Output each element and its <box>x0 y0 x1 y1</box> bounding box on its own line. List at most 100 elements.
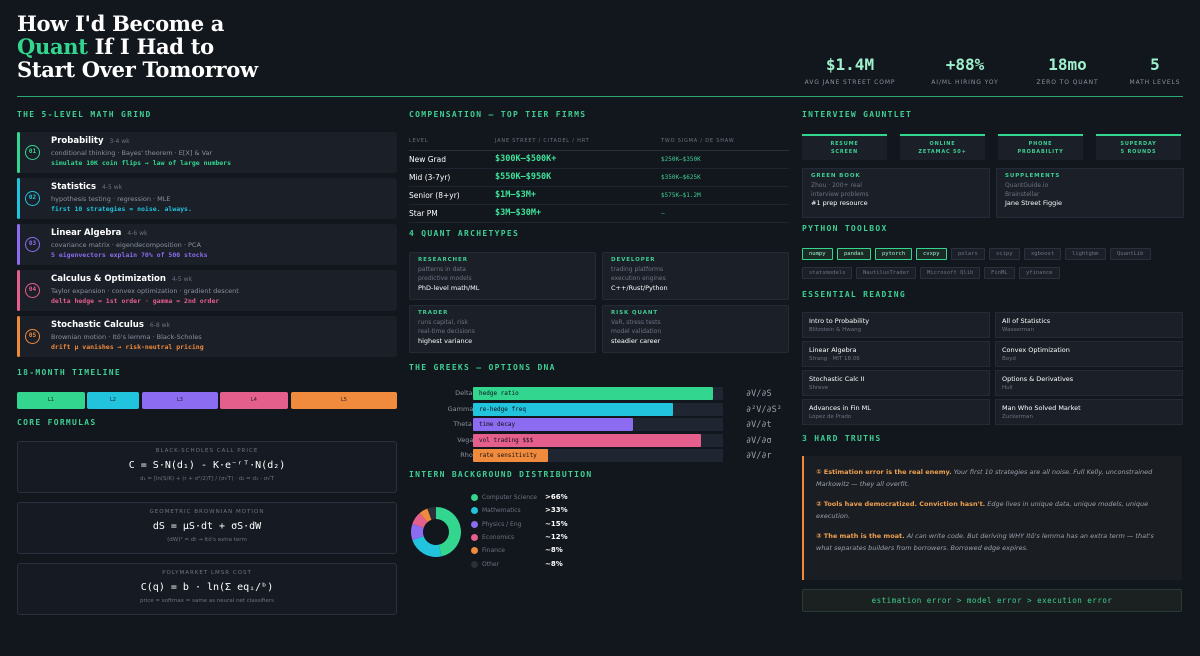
level-name-text: Linear Algebra <box>51 228 122 238</box>
header-divider <box>17 96 1183 97</box>
formula-caption: POLYMARKET LMSR COST <box>162 570 252 576</box>
level-insight: simulate 10K coin flips → law of large n… <box>51 159 232 167</box>
truth-2: ② Tools have democratized. Conviction ha… <box>816 500 1149 520</box>
hard-truths: ① Estimation error is the real enemy. Yo… <box>802 456 1182 580</box>
legend-item: Physics / Eng ~15% <box>471 518 571 531</box>
level-name: Linear Algebra 4-6 wk <box>51 228 147 238</box>
stats-bar: $1.4M AVG JANE STREET COMP +88% AI/ML HIRI… <box>800 55 1190 86</box>
level-accent <box>17 224 20 265</box>
archetypes-title: 4 QUANT ARCHETYPES <box>409 229 520 238</box>
formula-equation: C = S·N(d₁) - K·e⁻ʳᵀ·N(d₂) <box>128 460 286 471</box>
archetype-key: highest variance <box>418 337 473 345</box>
archetype-desc: patterns in data predictive models <box>418 266 472 282</box>
col-tier2: TWO SIGMA / DE SHAW <box>661 132 789 151</box>
level-card: 02 Statistics 4-5 wk hypothesis testing · r… <box>17 178 397 219</box>
timeline-segment: L4 <box>220 392 288 409</box>
level-card: 04 Calculus & Optimization 4-5 wk Taylor ex… <box>17 270 397 311</box>
legend-item: Economics ~12% <box>471 531 571 544</box>
tool-chip-polars: polars <box>951 248 985 260</box>
greek-track: vol trading $$$ <box>473 433 723 447</box>
donut-slice-5 <box>427 507 436 520</box>
truths-title: 3 HARD TRUTHS <box>802 434 882 443</box>
interview-step: RESUME SCREEN <box>802 134 887 160</box>
comp-tier2: $575K–$1.2M <box>661 186 789 205</box>
comp-tier2: $250K–$350K <box>661 150 789 169</box>
legend-label: Physics / Eng <box>482 520 522 528</box>
title-highlight: Quant <box>17 34 88 59</box>
level-accent <box>17 132 20 173</box>
error-hierarchy: estimation error > model error > executi… <box>802 589 1182 612</box>
truth-1: ① Estimation error is the real enemy. Yo… <box>816 468 1153 488</box>
formula-card: POLYMARKET LMSR COST C(q) = b · ln(Σ eqᵢ/… <box>17 563 397 615</box>
book-author: Zuckerman <box>1002 414 1034 420</box>
comp-tier1: $550K–$950K <box>495 168 661 187</box>
legend-value: ~15% <box>545 519 568 528</box>
formula-card: BLACK-SCHOLES CALL PRICE C = S·N(d₁) - K·… <box>17 441 397 493</box>
intern-chart-title: INTERN BACKGROUND DISTRIBUTION <box>409 470 593 479</box>
archetype-desc: VaR, stress tests model validation <box>611 319 662 335</box>
comp-level: Mid (3-7yr) <box>409 168 495 187</box>
prep-head: SUPPLEMENTS <box>1005 173 1061 179</box>
legend-label: Economics <box>482 533 515 541</box>
timeline-segment: L2 <box>87 392 139 409</box>
tool-chip-numpy: numpy <box>802 248 833 260</box>
level-number: 01 <box>25 145 40 160</box>
greek-name: Delta Δ <box>455 389 479 397</box>
level-number: 04 <box>25 283 40 298</box>
formula-card: GEOMETRIC BROWNIAN MOTION dS = μS·dt + σS… <box>17 502 397 554</box>
book-title: Man Who Solved Market <box>1002 404 1081 412</box>
legend-swatch <box>471 547 478 555</box>
formula-caption: BLACK-SCHOLES CALL PRICE <box>155 448 259 454</box>
level-insight: first 10 strategies = noise. always. <box>51 205 192 213</box>
level-name-text: Stochastic Calculus <box>51 320 144 330</box>
greek-name: Rho ρ <box>460 451 479 459</box>
greek-bar: hedge ratio <box>473 387 713 400</box>
donut-slice-0 <box>436 507 461 557</box>
prep-head: GREEN BOOK <box>811 173 861 179</box>
comp-row: Mid (3-7yr) $550K–$950K $350K–$625K <box>409 168 789 187</box>
tool-chip-xgboost: xgboost <box>1024 248 1062 260</box>
donut-slice-3 <box>412 513 428 528</box>
timeline-title: 18-MONTH TIMELINE <box>17 368 121 377</box>
prep-key: Jane Street Figgie <box>1005 199 1063 207</box>
level-name-text: Probability <box>51 136 104 146</box>
level-card: 05 Stochastic Calculus 6-8 wk Brownian moti… <box>17 316 397 357</box>
archetype-key: C++/Rust/Python <box>611 284 668 292</box>
greek-row: Vega ν vol trading $$$ ∂V/∂σ <box>409 433 789 447</box>
comp-tier1: $300K–$500K+ <box>495 150 661 169</box>
archetype-key: PhD-level math/ML <box>418 284 480 292</box>
archetype-card: RISK QUANT VaR, stress tests model valida… <box>602 305 789 353</box>
greek-name: Vega ν <box>457 435 479 444</box>
greek-bar: re-hedge freq <box>473 402 673 416</box>
level-weeks: 4-5 wk <box>171 276 193 283</box>
archetype-key: steadier career <box>611 337 661 345</box>
comp-level: New Grad <box>409 150 495 169</box>
level-insight: delta hedge = 1st order · gamma = 2nd or… <box>51 297 220 305</box>
legend-value: >66% <box>545 493 568 501</box>
level-desc: Taylor expansion · convex optimization ·… <box>51 287 239 295</box>
legend-value: ~12% <box>545 532 568 541</box>
book-title: Linear Algebra <box>809 346 857 354</box>
greek-bar: vol trading $$$ <box>473 433 701 447</box>
level-name: Statistics 4-5 wk <box>51 182 122 192</box>
archetype-desc: trading platforms execution engines <box>611 266 666 282</box>
greek-row: Rho ρ rate sensitivity ∂V/∂r <box>409 449 789 462</box>
prep-desc: QuantGuide.io Brainstellar <box>1005 182 1049 198</box>
book-author: Boyd <box>1002 356 1016 362</box>
comp-row: Senior (8+yr) $1M–$3M+ $575K–$1.2M <box>409 186 789 205</box>
greek-bar: rate sensitivity <box>473 449 548 462</box>
tool-chip-pandas: pandas <box>837 248 871 260</box>
stat-comp: $1.4M AVG JANE STREET COMP <box>804 55 896 86</box>
greek-formula: ∂V/∂σ <box>746 435 772 446</box>
book-author: Blitzstein & Hwang <box>809 327 862 333</box>
tool-chip-lightgbm: lightgbm <box>1065 248 1106 260</box>
level-weeks: 6-8 wk <box>149 322 170 329</box>
toolbox-title: PYTHON TOOLBOX <box>802 224 888 233</box>
archetype-head: TRADER <box>418 310 449 316</box>
book-card: Linear Algebra Strang · MIT 18.06 <box>802 341 990 367</box>
level-insight: drift μ vanishes → risk-neutral pricing <box>51 343 204 351</box>
level-number: 03 <box>25 237 40 252</box>
formula-equation: dS = μS·dt + σS·dW <box>152 521 262 532</box>
